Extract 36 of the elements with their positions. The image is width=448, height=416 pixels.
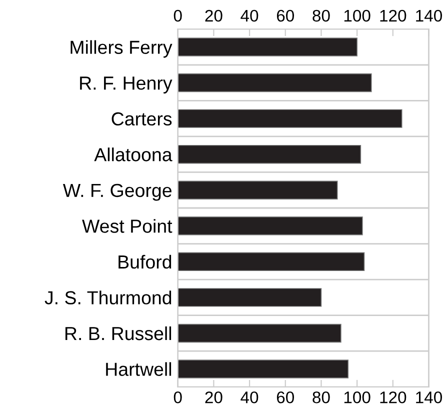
x2-tick-label: 80	[312, 10, 330, 22]
x2-tick-label: 20	[205, 10, 222, 22]
x2-tick-label: 140	[416, 10, 442, 22]
y-tick-label: R. F. Henry	[80, 76, 172, 94]
x-tick-label: 80	[312, 391, 330, 404]
y-tick-label: R. B. Russell	[65, 326, 172, 340]
x2-tick-label: 100	[344, 10, 370, 22]
bar	[178, 360, 349, 378]
bar	[178, 180, 338, 200]
x2-tick-label: 40	[240, 10, 258, 22]
y-tick-label: Millers Ferry	[70, 40, 172, 58]
y-tick-label: J. S. Thurmond	[44, 290, 172, 304]
y-tick-label: Buford	[118, 254, 172, 269]
x-tick-label: 140	[416, 391, 442, 404]
x-tick-label: 60	[276, 391, 294, 404]
bar	[178, 252, 365, 272]
bar	[178, 144, 362, 164]
x-tick-label: 120	[380, 391, 406, 404]
y-tick-label: Allatoona	[94, 148, 172, 162]
x-tick-label: 40	[240, 391, 258, 404]
x2-tick-label: 120	[380, 10, 406, 22]
bar	[178, 324, 342, 343]
y-tick-label: Hartwell	[106, 362, 172, 376]
x2-tick-label: 0	[174, 10, 182, 22]
y-tick-label: Carters	[112, 112, 172, 126]
bar	[178, 73, 372, 92]
x2-tick-label: 60	[276, 10, 294, 22]
bar	[178, 38, 358, 56]
x-tick-label: 0	[174, 391, 182, 404]
bar	[178, 109, 402, 128]
x-tick-label: 20	[205, 391, 222, 404]
y-tick-label: West Point	[82, 219, 172, 233]
x-tick-label: 100	[344, 391, 370, 404]
bar	[178, 288, 322, 307]
y-tick-label: W. F. George	[62, 184, 172, 201]
bar	[178, 216, 363, 236]
